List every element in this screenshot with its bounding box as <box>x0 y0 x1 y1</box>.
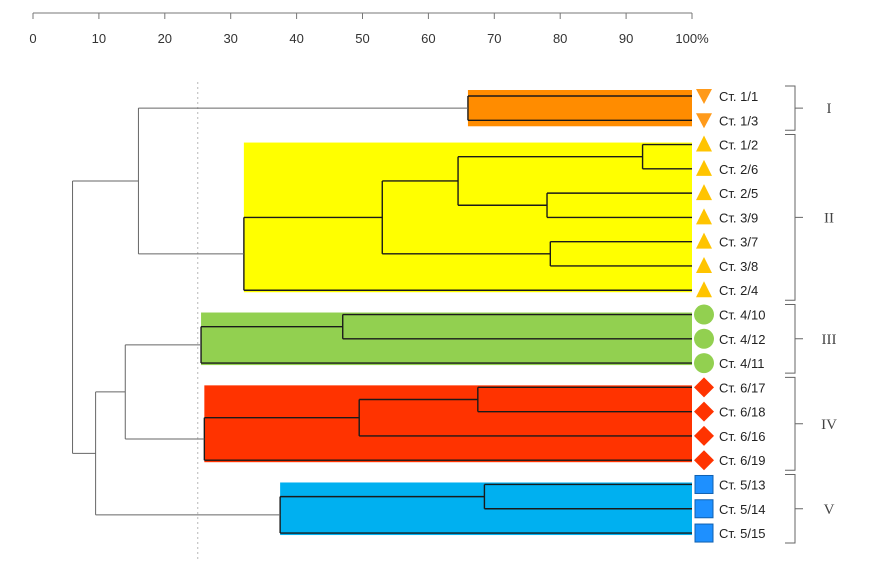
x-tick-label: 0 <box>29 31 36 46</box>
x-tick-label: 50 <box>355 31 369 46</box>
cluster-fill-IV <box>204 385 692 463</box>
group-bracket <box>785 304 803 374</box>
leaf-marker <box>696 89 712 104</box>
leaf-marker <box>696 113 712 129</box>
leaf-label: Ст. 5/15 <box>719 526 765 541</box>
leaf-marker <box>694 377 714 398</box>
leaf-marker <box>694 328 714 349</box>
leaf-markers <box>694 89 714 543</box>
x-tick-label: 90 <box>619 31 633 46</box>
group-label: I <box>827 101 832 117</box>
x-tick-label: 40 <box>289 31 303 46</box>
leaf-marker <box>696 159 712 176</box>
leaf-label: Ст. 6/17 <box>719 380 765 395</box>
leaf-label: Ст. 2/5 <box>719 186 758 201</box>
leaf-marker <box>694 474 714 494</box>
x-axis: 0 10 20 30 40 50 60 70 80 90 100% <box>29 12 709 46</box>
leaf-labels: Ст. 1/1 Ст. 1/3 Ст. 1/2 Ст. 2/6 Ст. 2/5 Ст. 3… <box>719 89 765 541</box>
leaf-label: Ст. 3/9 <box>719 210 758 225</box>
leaf-label: Ст. 1/3 <box>719 113 758 128</box>
x-tick-label: 30 <box>223 31 237 46</box>
leaf-marker <box>696 135 712 152</box>
leaf-label: Ст. 4/12 <box>719 332 765 347</box>
group-label: III <box>822 332 837 348</box>
leaf-marker <box>694 523 714 543</box>
x-tick-label: 70 <box>487 31 501 46</box>
leaf-label: Ст. 1/2 <box>719 138 758 153</box>
x-tick-label: 60 <box>421 31 435 46</box>
leaf-label: Ст. 1/1 <box>719 89 758 104</box>
leaf-marker <box>696 184 712 201</box>
group-label: V <box>824 502 835 518</box>
leaf-marker <box>694 425 714 446</box>
leaf-label: Ст. 2/4 <box>719 283 758 298</box>
leaf-marker <box>694 304 714 325</box>
x-tick-label: 80 <box>553 31 567 46</box>
group-bracket <box>785 134 803 301</box>
leaf-marker <box>696 208 712 225</box>
leaf-marker <box>696 281 712 298</box>
leaf-label: Ст. 6/16 <box>719 429 765 444</box>
group-bracket <box>785 376 803 471</box>
x-tick-label: 10 <box>92 31 106 46</box>
leaf-label: Ст. 2/6 <box>719 162 758 177</box>
x-tick-label: 20 <box>158 31 172 46</box>
group-label: II <box>824 210 834 226</box>
x-tick-label: 100% <box>675 31 709 46</box>
leaf-label: Ст. 5/13 <box>719 477 765 492</box>
leaf-marker <box>694 401 714 422</box>
leaf-marker <box>694 450 714 471</box>
leaf-label: Ст. 4/10 <box>719 308 765 323</box>
group-label: IV <box>821 417 837 433</box>
leaf-label: Ст. 3/8 <box>719 259 758 274</box>
group-bracket <box>785 85 803 131</box>
leaf-label: Ст. 5/14 <box>719 502 765 517</box>
leaf-label: Ст. 4/11 <box>719 356 764 371</box>
group-bracket <box>785 473 803 544</box>
leaf-marker <box>694 353 714 374</box>
leaf-marker <box>694 499 714 519</box>
leaf-label: Ст. 6/18 <box>719 405 765 420</box>
leaf-marker <box>696 256 712 273</box>
leaf-label: Ст. 3/7 <box>719 235 758 250</box>
leaf-marker <box>696 232 712 249</box>
dendrogram-branches <box>72 95 692 534</box>
leaf-label: Ст. 6/19 <box>719 453 765 468</box>
